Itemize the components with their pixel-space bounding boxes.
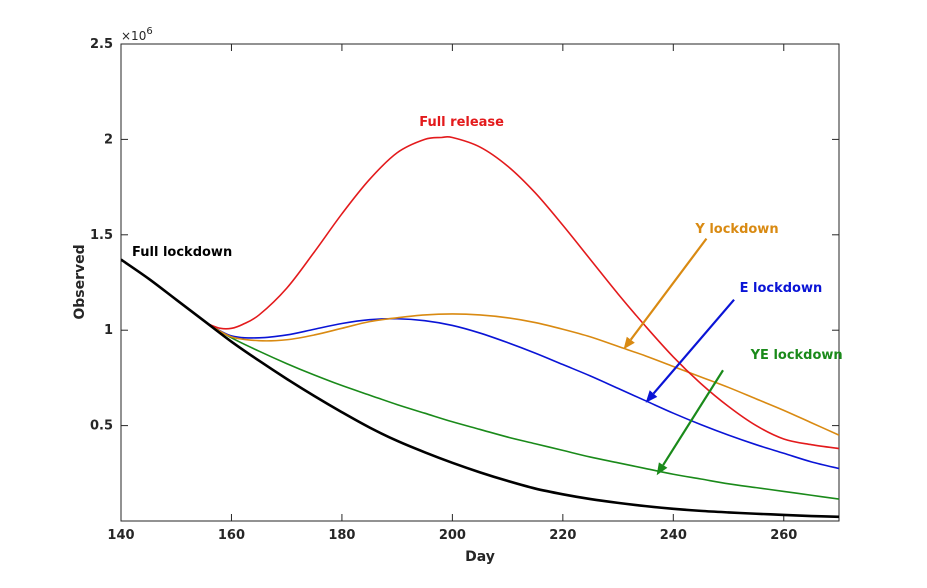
chart-annotations: Full release Y lockdown E lockdown YE lockd… [132,115,843,476]
y-tick-label: 0.5 [90,419,113,434]
x-tick-label: 240 [660,528,687,543]
series-line-full-release [209,135,839,450]
y-tick-label: 2.5 [90,37,113,52]
y-exponent-label: ×106 [121,26,153,43]
x-tick-label: 180 [328,528,355,543]
x-axis-label: Day [465,549,495,565]
axis-ticks: 140 160 180 200 220 240 260 0.5 1 1.5 2 2.5 [90,37,839,543]
annotation-label-e-lockdown: E lockdown [740,281,823,296]
series-line-ye-lockdown [208,323,839,500]
x-tick-label: 260 [770,528,797,543]
y-tick-label: 2 [104,132,113,147]
annotation-label-ye-lockdown: YE lockdown [750,348,843,363]
x-tick-label: 160 [218,528,245,543]
series-line-e-lockdown [208,317,839,470]
annotation-arrowhead-ye-lockdown [656,462,668,476]
annotation-arrow-ye-lockdown [662,369,724,466]
series-lines [121,135,839,519]
annotation-arrow-e-lockdown [652,298,735,395]
y-exponent-base: ×10 [121,29,146,43]
y-exponent-power: 6 [146,26,152,37]
series-line-full-lockdown [121,258,839,519]
annotation-label-full-lockdown: Full lockdown [132,245,232,260]
annotation-arrowhead-e-lockdown [645,390,658,403]
annotation-label-full-release: Full release [419,115,504,130]
y-tick-label: 1.5 [90,228,113,243]
annotation-arrowhead-y-lockdown [623,336,635,350]
y-axis-label: Observed [72,244,88,319]
annotation-label-y-lockdown: Y lockdown [694,222,778,237]
x-tick-label: 140 [107,528,134,543]
annotation-arrow-y-lockdown [629,237,708,341]
x-tick-label: 220 [549,528,576,543]
x-tick-label: 200 [439,528,466,543]
y-tick-label: 1 [104,323,113,338]
plot-area [120,43,840,522]
series-line-y-lockdown [208,313,839,436]
